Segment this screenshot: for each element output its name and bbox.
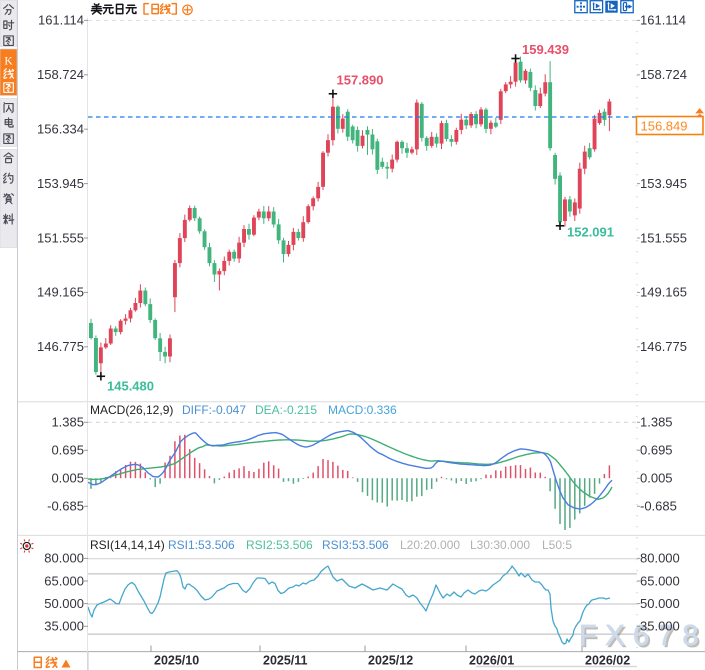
svg-text:159.439: 159.439 xyxy=(522,42,569,57)
svg-text:L30:30.000: L30:30.000 xyxy=(470,538,530,552)
svg-text:146.775: 146.775 xyxy=(640,339,687,354)
svg-text:MACD:0.336: MACD:0.336 xyxy=(328,403,397,417)
svg-text:35.000: 35.000 xyxy=(640,619,680,634)
svg-text:L50:5: L50:5 xyxy=(542,538,572,552)
svg-text:161.114: 161.114 xyxy=(640,13,686,28)
svg-text:80.000: 80.000 xyxy=(640,551,680,566)
svg-text:156.334: 156.334 xyxy=(37,122,84,137)
svg-text:80.000: 80.000 xyxy=(44,551,84,566)
svg-text:L20:20.000: L20:20.000 xyxy=(400,538,460,552)
svg-text:152.091: 152.091 xyxy=(567,225,614,240)
svg-text:151.555: 151.555 xyxy=(640,230,687,245)
svg-text:1.385: 1.385 xyxy=(640,415,673,430)
svg-text:RSI(14,14,14): RSI(14,14,14) xyxy=(90,538,165,552)
svg-text:2025/10: 2025/10 xyxy=(154,654,199,668)
svg-text:K: K xyxy=(4,56,13,68)
svg-text:145.480: 145.480 xyxy=(107,379,154,394)
svg-text:153.945: 153.945 xyxy=(640,176,687,191)
svg-text:161.114: 161.114 xyxy=(38,13,84,28)
svg-text:FX678: FX678 xyxy=(581,622,705,654)
svg-text:158.724: 158.724 xyxy=(37,67,84,82)
svg-text:153.945: 153.945 xyxy=(37,176,84,191)
svg-text:146.775: 146.775 xyxy=(37,339,84,354)
svg-text:RSI2:53.506: RSI2:53.506 xyxy=(246,538,313,552)
svg-text:65.000: 65.000 xyxy=(44,573,84,588)
svg-text:0.695: 0.695 xyxy=(640,443,673,458)
svg-text:2025/11: 2025/11 xyxy=(263,654,308,668)
svg-text:149.165: 149.165 xyxy=(640,285,687,300)
svg-text:RSI3:53.506: RSI3:53.506 xyxy=(322,538,389,552)
svg-text:DIFF:-0.047: DIFF:-0.047 xyxy=(182,403,246,417)
svg-text:MACD(26,12,9): MACD(26,12,9) xyxy=(90,403,173,417)
svg-text:2026/02: 2026/02 xyxy=(585,654,630,668)
svg-text:RSI1:53.506: RSI1:53.506 xyxy=(168,538,235,552)
svg-text:1.385: 1.385 xyxy=(51,415,84,430)
svg-text:50.000: 50.000 xyxy=(44,596,84,611)
svg-text:-0.685: -0.685 xyxy=(47,499,84,514)
svg-text:50.000: 50.000 xyxy=(640,596,680,611)
svg-text:0.695: 0.695 xyxy=(51,443,84,458)
svg-text:0.005: 0.005 xyxy=(51,471,84,486)
svg-text:158.724: 158.724 xyxy=(640,67,687,82)
svg-text:2026/01: 2026/01 xyxy=(469,654,514,668)
svg-text:DEA:-0.215: DEA:-0.215 xyxy=(255,403,317,417)
svg-text:2025/12: 2025/12 xyxy=(368,654,413,668)
svg-text:FX678: FX678 xyxy=(579,620,705,652)
svg-text:65.000: 65.000 xyxy=(640,573,680,588)
svg-text:157.890: 157.890 xyxy=(337,73,384,88)
svg-text:-0.685: -0.685 xyxy=(640,499,677,514)
svg-text:0.005: 0.005 xyxy=(640,471,673,486)
svg-text:151.555: 151.555 xyxy=(37,230,84,245)
svg-text:35.000: 35.000 xyxy=(44,619,84,634)
svg-text:156.849: 156.849 xyxy=(641,119,688,134)
svg-text:149.165: 149.165 xyxy=(37,285,84,300)
